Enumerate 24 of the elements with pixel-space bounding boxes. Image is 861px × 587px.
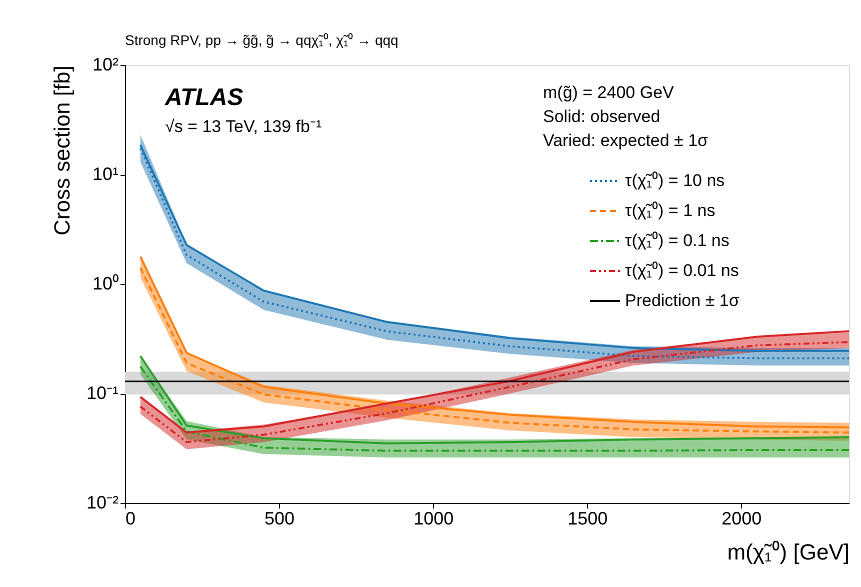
legend-label: τ(χ̃₁⁰) = 10 ns	[625, 171, 725, 190]
y-tick-label: 10¹	[92, 164, 119, 184]
legend-label: Prediction ± 1σ	[625, 291, 740, 310]
x-tick-label: 0	[126, 508, 136, 528]
legend-label: τ(χ̃₁⁰) = 0.1 ns	[625, 231, 730, 250]
y-tick-label: 10²	[92, 54, 119, 74]
x-tick-label: 500	[264, 508, 295, 528]
y-tick-label: 10⁻¹	[86, 383, 119, 403]
y-tick-label: 10⁻²	[86, 492, 119, 512]
y-tick-label: 10⁰	[92, 274, 118, 294]
x-tick-label: 2000	[722, 508, 762, 528]
annotation: ATLAS	[164, 84, 244, 111]
x-axis-title: m(χ̃₁⁰) [GeV]	[727, 540, 850, 564]
annotation: m(g̃) = 2400 GeV	[543, 83, 675, 102]
annotation: Solid: observed	[543, 107, 660, 126]
legend-label: τ(χ̃₁⁰) = 0.01 ns	[625, 261, 739, 280]
chart-title: Strong RPV, pp → g̃g̃, g̃ → qqχ̃₁⁰, χ̃₁⁰ → qqq	[125, 32, 398, 48]
x-tick-label: 1000	[414, 508, 454, 528]
legend-label: τ(χ̃₁⁰) = 1 ns	[625, 201, 716, 220]
annotation: Varied: expected ± 1σ	[543, 131, 709, 150]
y-axis-title: Cross section [fb]	[49, 66, 74, 236]
annotation: √s = 13 TeV, 139 fb⁻¹	[165, 117, 322, 136]
line-series	[139, 330, 850, 434]
x-tick-label: 1500	[568, 508, 608, 528]
